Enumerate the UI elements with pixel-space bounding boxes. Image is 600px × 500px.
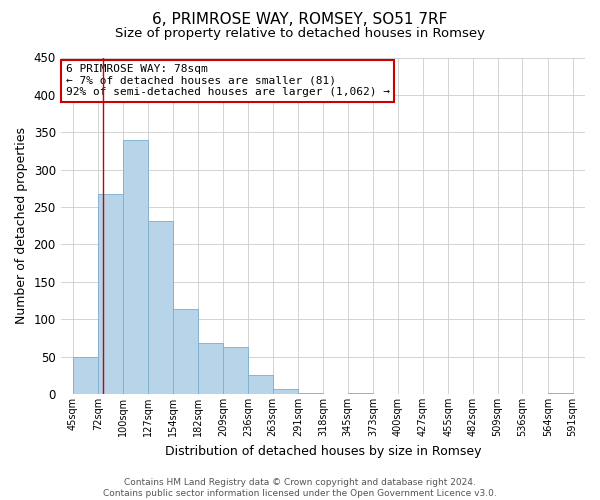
Bar [199,343,223,394]
Bar [272,389,298,394]
Bar [73,356,98,394]
Bar [148,220,173,394]
Y-axis label: Number of detached properties: Number of detached properties [15,128,28,324]
Text: 6, PRIMROSE WAY, ROMSEY, SO51 7RF: 6, PRIMROSE WAY, ROMSEY, SO51 7RF [152,12,448,28]
Bar [248,376,272,394]
Text: Size of property relative to detached houses in Romsey: Size of property relative to detached ho… [115,28,485,40]
Text: Contains HM Land Registry data © Crown copyright and database right 2024.
Contai: Contains HM Land Registry data © Crown c… [103,478,497,498]
Text: 6 PRIMROSE WAY: 78sqm
← 7% of detached houses are smaller (81)
92% of semi-detac: 6 PRIMROSE WAY: 78sqm ← 7% of detached h… [66,64,390,98]
Bar [124,140,148,394]
Bar [98,194,124,394]
Bar [223,347,248,394]
Bar [173,309,199,394]
X-axis label: Distribution of detached houses by size in Romsey: Distribution of detached houses by size … [164,444,481,458]
